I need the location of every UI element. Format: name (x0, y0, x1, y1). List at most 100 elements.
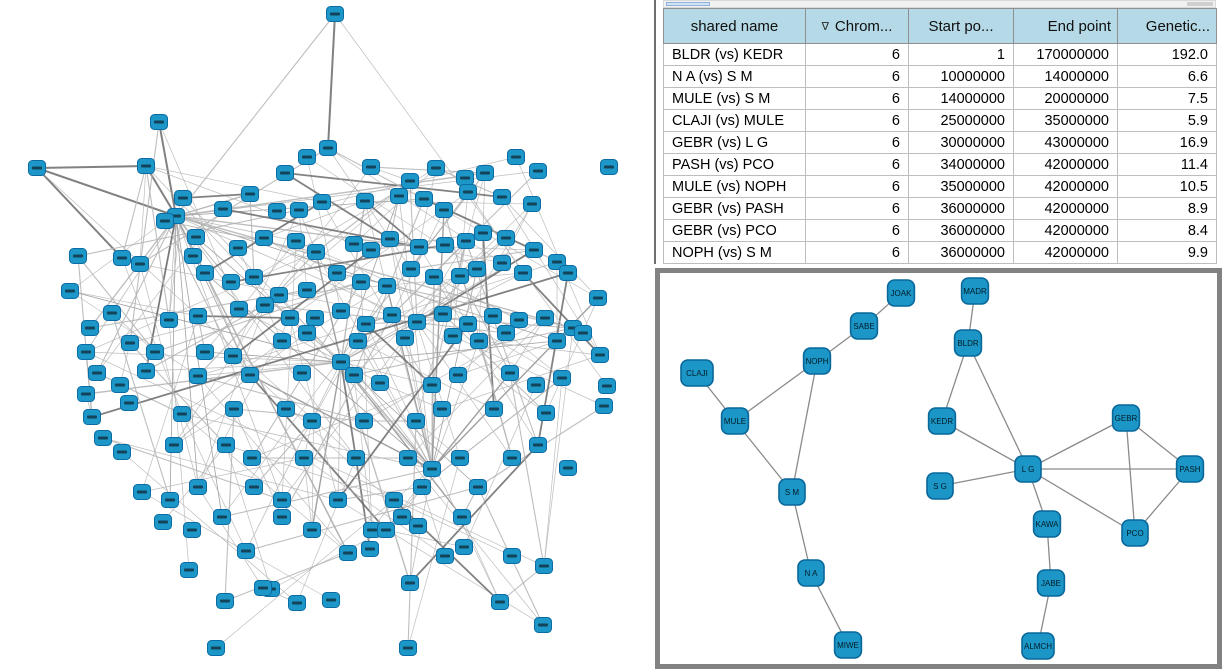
network-node[interactable] (273, 333, 291, 349)
cell-value[interactable]: 43000000 (1013, 131, 1118, 154)
network-node[interactable] (88, 365, 106, 381)
network-node[interactable] (451, 268, 469, 284)
network-node[interactable] (328, 265, 346, 281)
network-node[interactable] (173, 406, 191, 422)
network-node[interactable] (230, 301, 248, 317)
network-node[interactable] (61, 283, 79, 299)
network-node[interactable] (180, 562, 198, 578)
node-KEDR[interactable]: KEDR (927, 407, 957, 435)
cell-value[interactable]: 36000000 (908, 241, 1014, 264)
network-node[interactable] (474, 225, 492, 241)
network-node[interactable] (131, 256, 149, 272)
network-node[interactable] (287, 233, 305, 249)
network-node[interactable] (288, 595, 306, 611)
cell-value[interactable]: 42000000 (1013, 241, 1118, 264)
cell-value[interactable]: 35000000 (1013, 109, 1118, 132)
cell-shared-name[interactable]: GEBR (vs) PASH (663, 197, 806, 220)
network-node[interactable] (529, 437, 547, 453)
network-node[interactable] (408, 314, 426, 330)
cell-value[interactable]: 35000000 (908, 175, 1014, 198)
cell-shared-name[interactable]: GEBR (vs) L G (663, 131, 806, 154)
network-node[interactable] (501, 365, 519, 381)
network-node[interactable] (214, 201, 232, 217)
network-node[interactable] (332, 354, 350, 370)
network-node[interactable] (255, 230, 273, 246)
network-node[interactable] (493, 189, 511, 205)
cell-value[interactable]: 6 (805, 197, 909, 220)
network-node[interactable] (303, 413, 321, 429)
network-node[interactable] (349, 333, 367, 349)
node-GEBR[interactable]: GEBR (1111, 404, 1141, 432)
network-node[interactable] (371, 375, 389, 391)
network-node[interactable] (189, 368, 207, 384)
network-node[interactable] (451, 450, 469, 466)
network-node[interactable] (137, 363, 155, 379)
network-node[interactable] (433, 401, 451, 417)
network-node[interactable] (277, 401, 295, 417)
table-row[interactable]: MULE (vs) NOPH 6 35000000 42000000 10.5 (663, 175, 1217, 198)
column-header-start-po-[interactable]: Start po... (908, 8, 1014, 44)
network-node[interactable] (415, 191, 433, 207)
network-node[interactable] (525, 242, 543, 258)
cell-shared-name[interactable]: NOPH (vs) S M (663, 241, 806, 264)
network-node[interactable] (303, 522, 321, 538)
network-node[interactable] (81, 320, 99, 336)
network-node[interactable] (352, 274, 370, 290)
network-node[interactable] (245, 269, 263, 285)
cell-value[interactable]: 5.9 (1117, 109, 1217, 132)
network-node[interactable] (598, 378, 616, 394)
cell-value[interactable]: 7.5 (1117, 87, 1217, 110)
network-node[interactable] (165, 437, 183, 453)
network-node[interactable] (146, 344, 164, 360)
cell-value[interactable]: 9.9 (1117, 241, 1217, 264)
cell-value[interactable]: 36000000 (908, 197, 1014, 220)
network-node[interactable] (399, 450, 417, 466)
network-node[interactable] (436, 548, 454, 564)
network-node[interactable] (28, 160, 46, 176)
network-node[interactable] (503, 450, 521, 466)
cell-value[interactable]: 6 (805, 87, 909, 110)
cell-shared-name[interactable]: N A (vs) S M (663, 65, 806, 88)
cell-value[interactable]: 6 (805, 109, 909, 132)
network-node[interactable] (413, 479, 431, 495)
cell-value[interactable]: 170000000 (1013, 43, 1118, 66)
cell-value[interactable]: 42000000 (1013, 219, 1118, 242)
network-node[interactable] (377, 522, 395, 538)
network-node[interactable] (589, 290, 607, 306)
cell-value[interactable]: 8.4 (1117, 219, 1217, 242)
network-node[interactable] (326, 6, 344, 22)
network-node[interactable] (559, 265, 577, 281)
network-node[interactable] (273, 492, 291, 508)
network-node[interactable] (459, 184, 477, 200)
cell-value[interactable]: 11.4 (1117, 153, 1217, 176)
cell-value[interactable]: 10.5 (1117, 175, 1217, 198)
network-node[interactable] (77, 386, 95, 402)
network-node[interactable] (270, 287, 288, 303)
cell-value[interactable]: 42000000 (1013, 197, 1118, 220)
network-node[interactable] (268, 203, 286, 219)
network-node[interactable] (385, 492, 403, 508)
table-row[interactable]: N A (vs) S M 6 10000000 14000000 6.6 (663, 65, 1217, 88)
network-node[interactable] (510, 312, 528, 328)
network-node[interactable] (595, 398, 613, 414)
node-NOPH[interactable]: NOPH (802, 347, 832, 375)
network-node[interactable] (396, 330, 414, 346)
network-node[interactable] (273, 509, 291, 525)
network-node[interactable] (548, 333, 566, 349)
network-node[interactable] (174, 190, 192, 206)
network-node[interactable] (423, 461, 441, 477)
network-node[interactable] (319, 140, 337, 156)
main-network-canvas[interactable] (0, 0, 655, 669)
network-node[interactable] (222, 274, 240, 290)
cell-value[interactable]: 6 (805, 65, 909, 88)
network-node[interactable] (468, 261, 486, 277)
network-node[interactable] (254, 580, 272, 596)
cell-shared-name[interactable]: MULE (vs) S M (663, 87, 806, 110)
cell-shared-name[interactable]: MULE (vs) NOPH (663, 175, 806, 198)
network-node[interactable] (534, 617, 552, 633)
node-MADR[interactable]: MADR (960, 277, 990, 305)
network-node[interactable] (559, 460, 577, 476)
network-node[interactable] (436, 237, 454, 253)
node-SM[interactable]: S M (778, 478, 806, 506)
network-node[interactable] (298, 325, 316, 341)
